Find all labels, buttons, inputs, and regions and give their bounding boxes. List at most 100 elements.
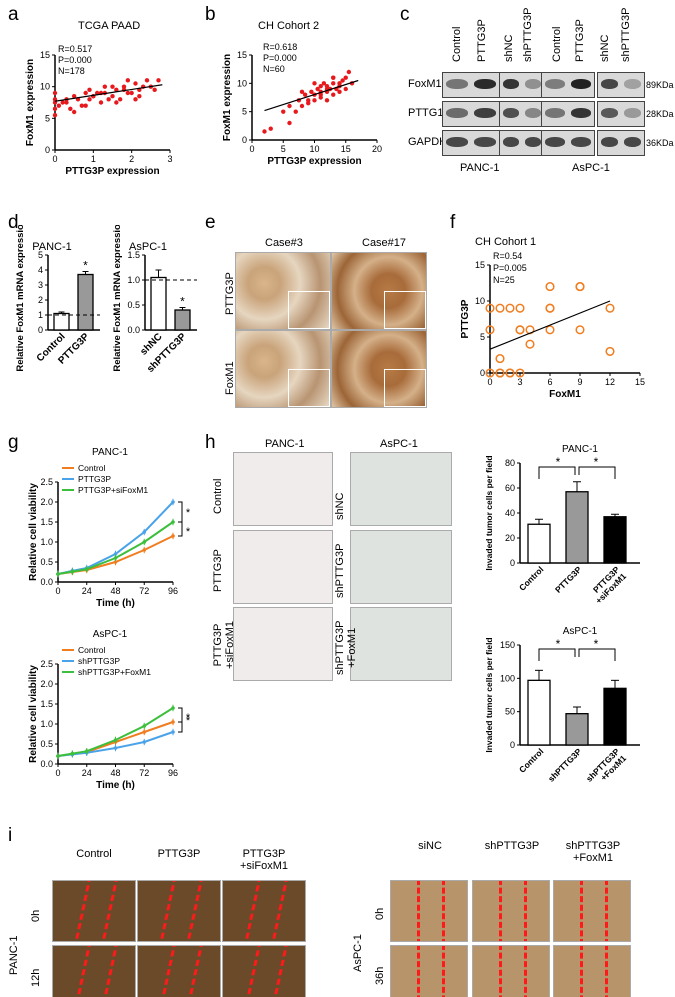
lane-label: PTTG3P	[476, 19, 488, 62]
transwell-image-aspc1	[350, 607, 452, 681]
data-point	[125, 90, 131, 96]
data-point	[106, 97, 111, 102]
y-tick-label: 0	[480, 368, 485, 378]
case-3-label: Case#3	[265, 237, 303, 249]
x-tick-label: 0	[249, 144, 254, 154]
panel-a-title: TCGA PAAD	[78, 20, 141, 32]
data-point	[485, 368, 495, 378]
data-point	[331, 81, 336, 86]
ihc-image	[235, 252, 331, 330]
data-point	[545, 282, 555, 292]
d-right-title: AsPC-1	[129, 241, 167, 253]
data-point	[340, 78, 345, 83]
wound-image	[390, 880, 468, 942]
x-tick-label: 15	[341, 144, 351, 154]
lane-label: PTTG3P	[574, 19, 586, 62]
data-point	[152, 87, 157, 93]
protein-band	[503, 79, 519, 89]
x-tick-label: 9	[577, 377, 582, 387]
x-tick-label: 72	[139, 586, 149, 596]
bar	[527, 523, 551, 564]
bar	[77, 273, 94, 331]
lane-label: shNC	[599, 34, 611, 62]
transwell-image-panc1	[233, 452, 333, 526]
data-point	[575, 325, 585, 335]
data-point	[52, 112, 58, 118]
data-point	[84, 749, 89, 753]
data-point	[505, 368, 515, 378]
line-g-aspc1: AsPC-1 0 24 48 72 96 0.0 0.5 1.0 1.5 2.0 2.5 Time (h…	[28, 629, 191, 791]
significance-bracket	[178, 521, 183, 537]
data-point	[144, 78, 150, 83]
y-tick-label: 0	[242, 135, 247, 145]
protein-band	[503, 137, 519, 147]
size-label: 28KDa	[646, 109, 674, 119]
y-tick-label: 1.0	[127, 275, 140, 285]
data-point	[87, 97, 92, 102]
data-point	[52, 90, 58, 96]
h-bar-ylabel: Invaded tumor cells per field	[484, 455, 494, 570]
data-point	[117, 97, 123, 102]
data-point	[142, 540, 147, 544]
lane-label: shNC	[503, 34, 515, 62]
fit-line	[264, 79, 359, 112]
western-blot: Control PTTG3P shNC shPTTG3P Control PTTG3P sh…	[400, 0, 675, 200]
d-panc1-ylabel: Relative FoxM1 mRNA expression	[15, 225, 26, 372]
y-tick-label: 15	[237, 50, 247, 60]
protein-band	[571, 137, 591, 147]
y-tick-label: 10	[237, 78, 247, 88]
significance-star: *	[186, 507, 191, 519]
wound-image	[52, 880, 136, 942]
wound-image	[472, 945, 550, 997]
data-point	[171, 730, 175, 734]
protein-band	[624, 137, 641, 147]
significance-bracket	[538, 648, 576, 661]
data-point	[605, 346, 615, 356]
bar-h-aspc1: AsPC-1 0 50 100 150 Invaded tumor cells per f…	[484, 626, 640, 790]
protein-band	[525, 137, 541, 147]
significance-bracket	[578, 648, 616, 661]
protein-band	[601, 108, 618, 118]
bar	[174, 309, 191, 331]
protein-band	[601, 79, 618, 89]
x-tick-label: 20	[372, 144, 382, 154]
data-point	[262, 129, 267, 134]
g-title: AsPC-1	[93, 629, 128, 640]
stat-text: R=0.54	[493, 251, 522, 261]
data-point	[505, 303, 515, 313]
x-tick-label: 2	[129, 154, 134, 164]
cell-line-label: AsPC-1	[352, 934, 364, 972]
data-point	[331, 75, 336, 80]
protein-band	[446, 108, 468, 118]
wound-col-label: siNC	[418, 840, 442, 852]
transwell-image-panc1	[233, 607, 333, 681]
protein-band	[545, 108, 565, 118]
data-point	[121, 84, 127, 89]
y-tick-label: 2.5	[40, 477, 53, 487]
data-point	[171, 520, 175, 524]
series-line-shPTTG3P+FoxM1	[57, 707, 174, 757]
panel-label-i: i	[8, 825, 13, 846]
h-bar-ylabel: Invaded tumor cells per field	[484, 637, 494, 752]
stat-text: R=0.517	[58, 44, 92, 54]
transwell-row-label: Control	[212, 478, 224, 514]
data-point	[137, 93, 142, 99]
data-point	[102, 84, 108, 89]
data-point	[84, 567, 89, 571]
protein-band	[624, 108, 641, 118]
significance-bracket	[538, 466, 576, 479]
stat-text: P=0.000	[58, 55, 92, 65]
wound-image	[553, 945, 631, 997]
y-tick-label: 0	[45, 145, 50, 155]
data-point	[346, 69, 352, 75]
category-label: shPTTG3P+FoxM1	[584, 746, 628, 790]
wound-image	[52, 945, 136, 997]
x-tick-label: 96	[168, 768, 178, 778]
f-x-label: FoxM1	[549, 389, 581, 400]
transwell-image-panc1	[233, 530, 333, 604]
protein-band	[571, 108, 591, 118]
legend-label: PTTG3P+siFoxM1	[78, 485, 148, 495]
x-tick-label: 0	[487, 377, 492, 387]
y-tick-label: 0	[510, 740, 515, 750]
stat-text: R=0.618	[263, 42, 297, 52]
